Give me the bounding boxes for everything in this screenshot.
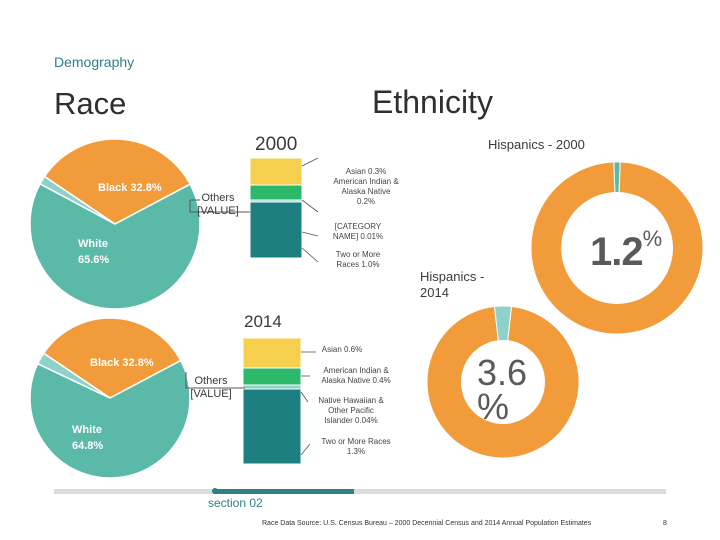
callout-2014-nhpi: Native Hawaiian & Other Pacific Islander… bbox=[318, 396, 384, 425]
callout-2014-two-more: Two or More Races 1.3% bbox=[321, 437, 391, 456]
pie-2014-others-label: Others [VALUE] bbox=[190, 375, 232, 400]
hispanics-2000-title: Hispanics - 2000 bbox=[488, 137, 585, 152]
callout-2000-two-more: Two or More Races 1.0% bbox=[335, 250, 381, 269]
bar-segment-2000-0 bbox=[249, 157, 303, 186]
pie-2014 bbox=[29, 317, 191, 479]
callout-2014-aian: American Indian & Alaska Native 0.4% bbox=[321, 366, 391, 385]
donut-hole-2000 bbox=[561, 192, 673, 304]
bar-segment-2000-3 bbox=[249, 201, 303, 259]
leader-2000-0 bbox=[301, 157, 319, 167]
pie-2000 bbox=[29, 138, 201, 310]
hispanics-2000-value: 1.2% bbox=[590, 226, 662, 274]
leader-2014-3 bbox=[300, 443, 311, 456]
bar-segment-2014-3 bbox=[242, 388, 302, 465]
donut-hole-2014 bbox=[461, 340, 545, 424]
bar-segment-2014-0 bbox=[242, 337, 302, 369]
pie-slice-2000-1 bbox=[29, 182, 201, 310]
donut-hispanics-2000 bbox=[530, 161, 704, 335]
source-note: Race Data Source: U.S. Census Bureau – 2… bbox=[262, 520, 592, 527]
leader-2000-3 bbox=[301, 247, 319, 263]
ethnicity-title: Ethnicity bbox=[372, 84, 493, 120]
footer-rail bbox=[54, 489, 666, 494]
race-title: Race bbox=[54, 86, 127, 121]
callout-2000-category: [CATEGORY NAME] 0.01% bbox=[332, 222, 384, 241]
stacked-bar-2014 bbox=[242, 337, 316, 465]
leader-2014-2 bbox=[300, 391, 309, 403]
hispanics-2014-title: Hispanics - 2014 bbox=[420, 269, 485, 300]
pie-2000-black-label: Black 32.8% bbox=[98, 182, 162, 194]
callout-2014-asian: Asian 0.6% bbox=[321, 345, 363, 354]
donut-hispanics-2014 bbox=[426, 305, 580, 459]
pie-slice-2014-1 bbox=[29, 359, 191, 479]
stacked-bar-2000 bbox=[249, 157, 319, 263]
pie-slice-2014-2 bbox=[36, 352, 111, 399]
year-2014-title: 2014 bbox=[244, 312, 282, 331]
bar-segment-2014-2 bbox=[242, 384, 302, 390]
section-label: section 02 bbox=[208, 496, 263, 510]
pie-2000-white-label: White 65.6% bbox=[78, 238, 110, 266]
bar-segment-2000-1 bbox=[249, 184, 303, 201]
pie-slice-2000-2 bbox=[39, 175, 116, 225]
leader-2000-1 bbox=[301, 199, 319, 213]
footer-accent bbox=[214, 489, 354, 494]
footer-dot bbox=[212, 488, 218, 494]
pie-2014-white-label: White 64.8% bbox=[72, 424, 104, 452]
bracket-2000 bbox=[189, 199, 250, 213]
page-number: 8 bbox=[663, 520, 667, 527]
pie-2000-others-label: Others [VALUE] bbox=[197, 192, 239, 217]
leader-2000-2 bbox=[301, 231, 319, 237]
pie-2014-black-label: Black 32.8% bbox=[90, 357, 154, 369]
kicker-label: Demography bbox=[54, 54, 135, 70]
bar-segment-2014-1 bbox=[242, 367, 302, 386]
year-2000-title: 2000 bbox=[255, 134, 298, 155]
callout-2000-asian-aian: Asian 0.3% American Indian & Alaska Nati… bbox=[333, 167, 399, 206]
bracket-2014 bbox=[185, 372, 245, 389]
hispanics-2014-value: 3.6% bbox=[477, 352, 528, 427]
